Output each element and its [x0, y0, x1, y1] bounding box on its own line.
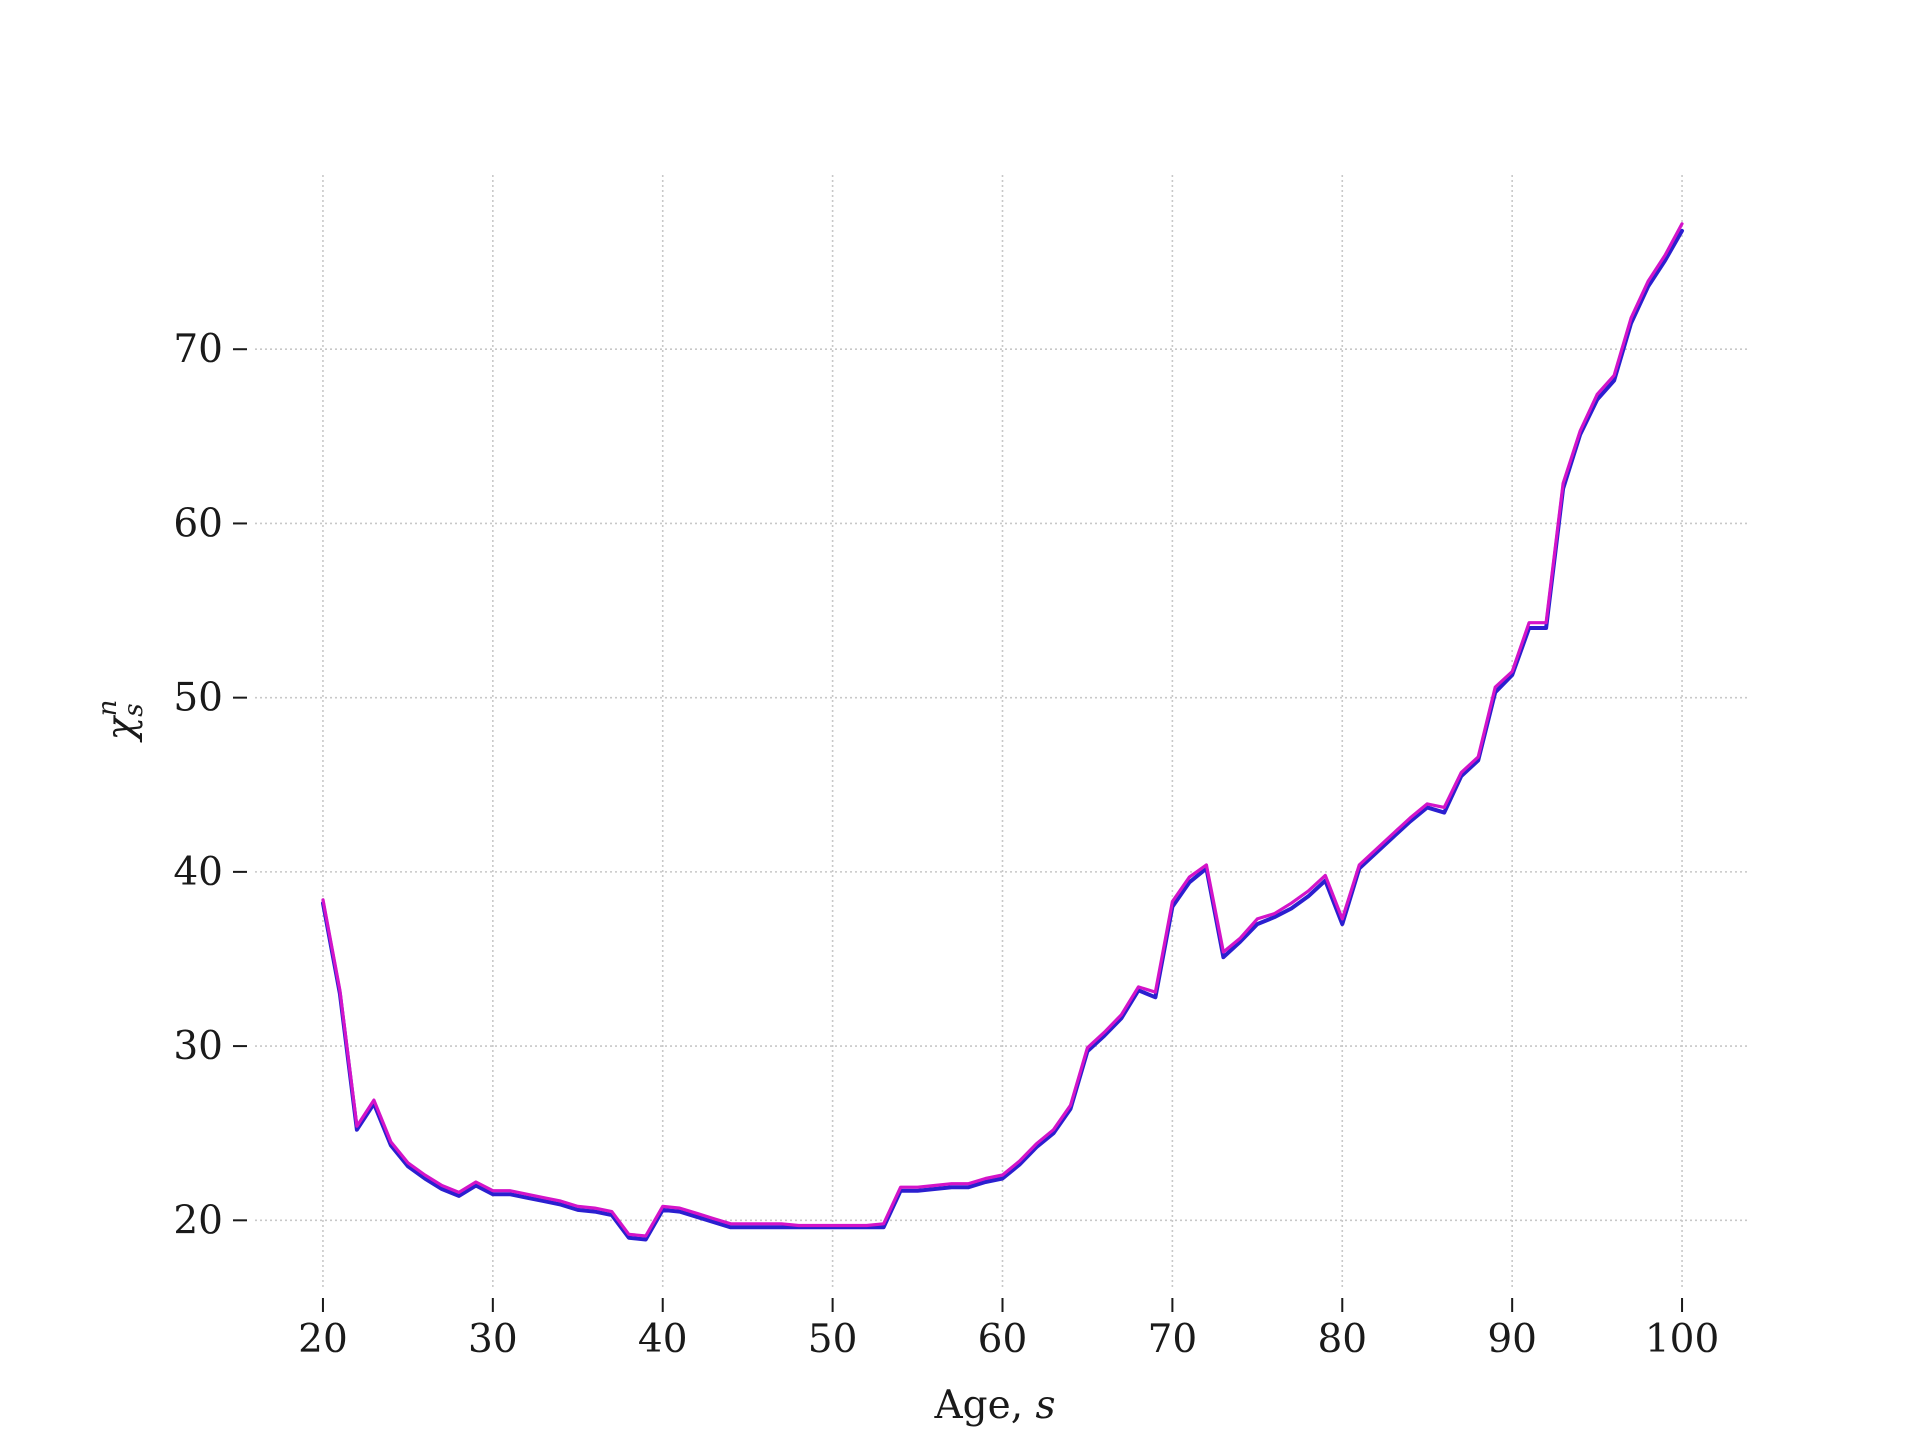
x-tick-label: 50 [808, 1317, 858, 1362]
x-tick-label: 70 [1148, 1317, 1198, 1362]
y-axis-label: χsn [93, 700, 149, 744]
y-axis-label-subscript: s [119, 703, 149, 716]
y-axis-label-symbol: χ [99, 714, 144, 743]
x-axis: 20 30 40 50 60 70 80 90 100 [298, 1298, 1719, 1362]
x-tick-label: 20 [298, 1317, 348, 1362]
x-axis-label-variable: s [1036, 1383, 1056, 1428]
series-line-2 [321, 222, 1684, 1238]
x-tick-label: 90 [1487, 1317, 1537, 1362]
y-axis-label-superscript: n [93, 700, 123, 717]
series-lines [321, 222, 1684, 1242]
x-axis-label: Age, s [933, 1383, 1055, 1428]
y-tick-label: 40 [173, 850, 223, 895]
x-tick-label: 80 [1317, 1317, 1367, 1362]
y-tick-label: 60 [173, 501, 223, 546]
grid [255, 175, 1750, 1290]
series-line-1 [321, 228, 1684, 1242]
y-tick-label: 20 [173, 1198, 223, 1243]
y-tick-label: 50 [173, 676, 223, 721]
y-tick-label: 30 [173, 1024, 223, 1069]
y-axis: 20 30 40 50 60 70 [173, 327, 247, 1243]
x-tick-label: 100 [1645, 1317, 1719, 1362]
y-tick-label: 70 [173, 327, 223, 372]
x-tick-label: 60 [978, 1317, 1028, 1362]
x-axis-label-text: Age, [933, 1383, 1035, 1428]
x-tick-label: 40 [638, 1317, 688, 1362]
x-tick-label: 30 [468, 1317, 518, 1362]
